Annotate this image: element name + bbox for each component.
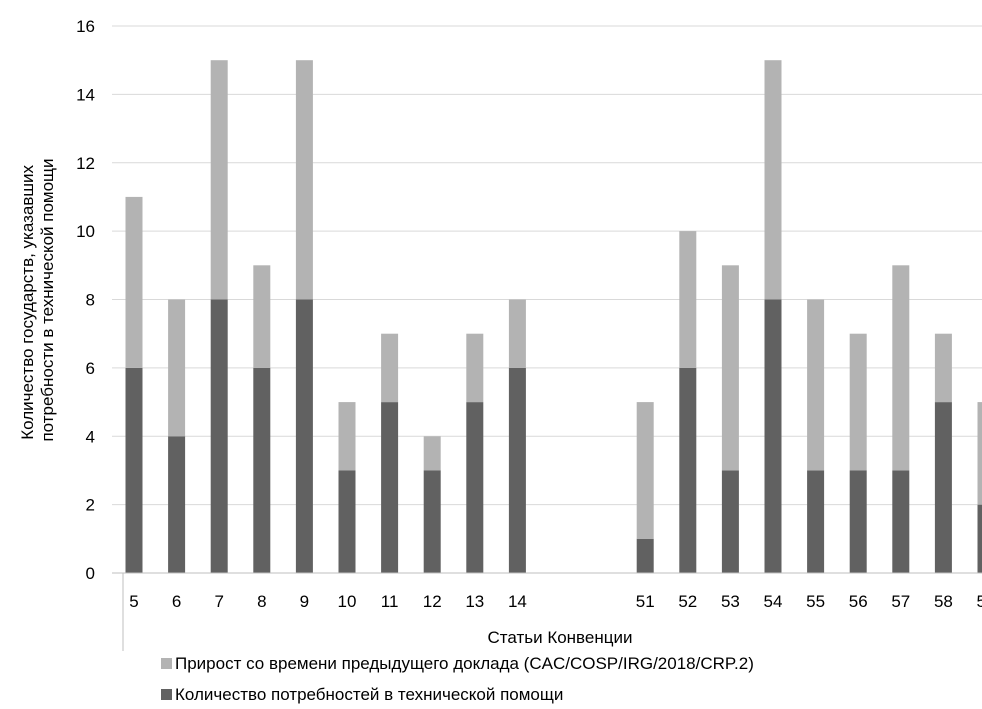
- bar-segment-series-0: [253, 367, 271, 573]
- legend: Прирост со времени предыдущего доклада (…: [161, 654, 754, 704]
- x-tick-label: 56: [849, 592, 868, 611]
- y-axis-title-line-2: потребности в технической помощи: [38, 158, 57, 441]
- bar-segment-series-0: [125, 367, 143, 573]
- y-tick-label: 6: [86, 359, 95, 378]
- x-tick-label: 7: [214, 592, 223, 611]
- bar-segment-series-0: [295, 299, 313, 573]
- bar-segment-series-0: [679, 367, 697, 573]
- x-tick-label: 57: [891, 592, 910, 611]
- bar-segment-series-0: [168, 436, 186, 574]
- bar-segment-series-1: [721, 265, 739, 471]
- x-tick-label: 8: [257, 592, 266, 611]
- x-tick-label: 13: [465, 592, 484, 611]
- x-tick-label: 59: [977, 592, 982, 611]
- bar-segment-series-1: [807, 299, 825, 471]
- bar-segment-series-0: [381, 402, 399, 573]
- bar-segment-series-0: [423, 470, 441, 573]
- x-tick-label: 5: [129, 592, 138, 611]
- y-tick-label: 10: [76, 222, 95, 241]
- bar-segment-series-1: [423, 436, 441, 471]
- x-tick-label: 58: [934, 592, 953, 611]
- x-tick-label: 9: [300, 592, 309, 611]
- bar-segment-series-1: [381, 333, 399, 403]
- y-tick-label: 14: [76, 85, 95, 104]
- bar-segment-series-0: [934, 402, 952, 573]
- y-axis-ticks: 0 2 4 6 8 10 12 14 16: [76, 17, 95, 583]
- bar-segment-series-0: [636, 538, 654, 573]
- bar-segment-series-0: [764, 299, 782, 573]
- y-axis-title-line-1: Количество государств, указавших: [18, 164, 37, 439]
- legend-label-series-1: Прирост со времени предыдущего доклада (…: [175, 654, 754, 673]
- legend-swatch-series-0: [161, 689, 172, 700]
- bar-segment-series-1: [125, 196, 143, 368]
- bar-segment-series-1: [764, 60, 782, 300]
- bar-segment-series-0: [807, 470, 825, 573]
- bars: [125, 60, 982, 574]
- bar-segment-series-1: [679, 231, 697, 368]
- bar-segment-series-0: [508, 367, 526, 573]
- y-tick-label: 12: [76, 154, 95, 173]
- x-tick-label: 51: [636, 592, 655, 611]
- bar-segment-series-0: [892, 470, 910, 573]
- bar-segment-series-0: [338, 470, 356, 573]
- y-tick-label: 2: [86, 496, 95, 515]
- y-axis-title: Количество государств, указавших потребн…: [18, 158, 57, 441]
- legend-label-series-0: Количество потребностей в технической по…: [175, 685, 563, 704]
- x-tick-label: 53: [721, 592, 740, 611]
- bar-segment-series-1: [210, 60, 228, 300]
- bar-segment-series-1: [338, 402, 356, 471]
- bar-segment-series-1: [253, 265, 271, 368]
- bar-segment-series-0: [721, 470, 739, 573]
- bar-segment-series-0: [849, 470, 867, 573]
- x-tick-label: 54: [764, 592, 783, 611]
- bar-segment-series-1: [892, 265, 910, 471]
- bar-segment-series-0: [210, 299, 228, 573]
- bar-segment-series-1: [849, 333, 867, 471]
- x-axis: [112, 572, 982, 651]
- bar-segment-series-1: [934, 333, 952, 403]
- bar-segment-series-1: [295, 60, 313, 300]
- x-tick-label: 52: [678, 592, 697, 611]
- y-tick-label: 16: [76, 17, 95, 36]
- bar-segment-series-1: [168, 299, 186, 437]
- legend-swatch-series-1: [161, 658, 172, 669]
- x-axis-title: Статьи Конвенции: [488, 628, 633, 647]
- bar-segment-series-0: [977, 504, 982, 573]
- x-tick-label: 12: [423, 592, 442, 611]
- bar-segment-series-1: [636, 402, 654, 539]
- y-tick-label: 4: [86, 427, 95, 446]
- x-tick-label: 55: [806, 592, 825, 611]
- bar-segment-series-1: [508, 299, 526, 368]
- bar-segment-series-1: [466, 333, 484, 403]
- bar-segment-series-1: [977, 402, 982, 505]
- x-tick-label: 6: [172, 592, 181, 611]
- x-axis-ticks: 567891011121314515253545556575859: [129, 592, 982, 611]
- y-tick-label: 0: [86, 564, 95, 583]
- x-tick-label: 14: [508, 592, 527, 611]
- bar-segment-series-0: [466, 402, 484, 573]
- x-tick-label: 10: [338, 592, 357, 611]
- y-tick-label: 8: [86, 291, 95, 310]
- x-tick-label: 11: [381, 592, 399, 611]
